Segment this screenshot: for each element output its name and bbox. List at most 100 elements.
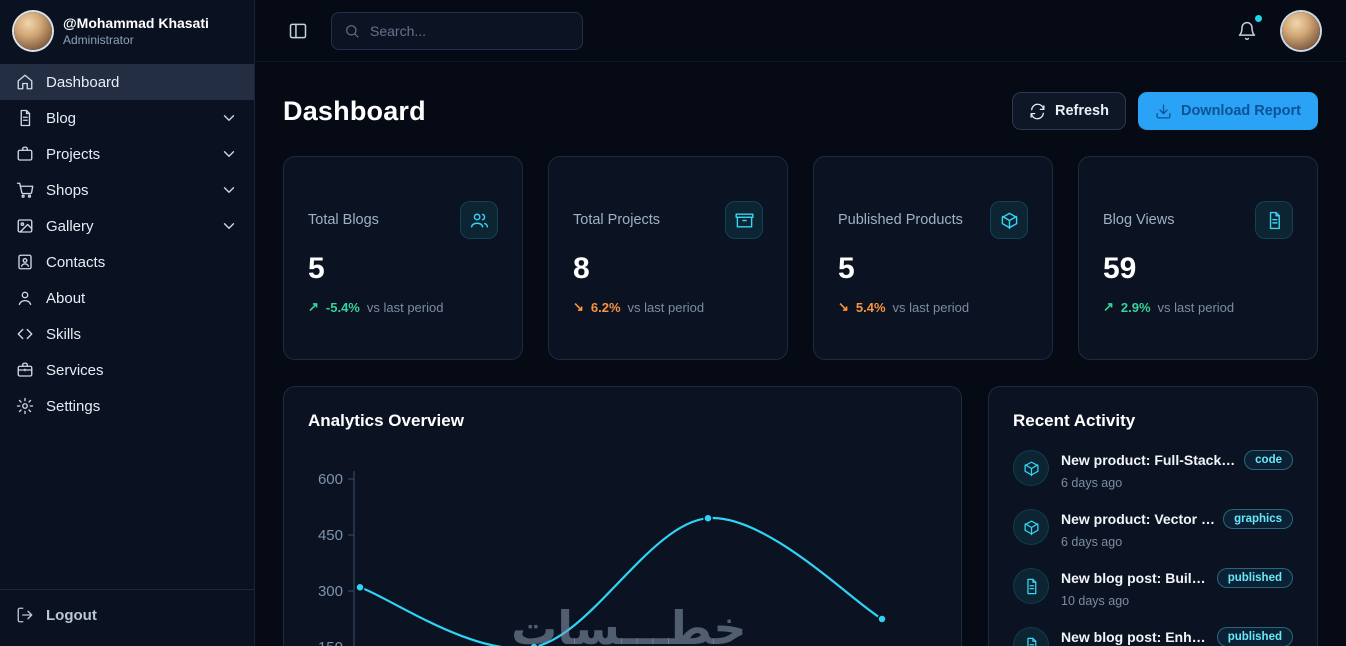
gallery-icon (16, 217, 34, 235)
logout-icon (16, 606, 34, 624)
stat-value: 8 (573, 252, 590, 285)
topbar-right (1230, 11, 1320, 50)
sidebar-item-label: Skills (46, 325, 82, 343)
trend-arrow-icon: ↗ (308, 299, 319, 314)
skills-icon (16, 325, 34, 343)
activity-list: New product: Full-Stack ... code 6 days ag… (1013, 450, 1293, 646)
trend-percent: 6.2% (590, 299, 621, 315)
sidebar-item-services[interactable]: Services (0, 352, 254, 388)
sidebar-item-label: About (46, 289, 86, 307)
refresh-button[interactable]: Refresh (1011, 92, 1126, 130)
notification-dot (1255, 14, 1262, 22)
stat-value: 5 (308, 252, 325, 285)
trend-suffix: vs last period (627, 299, 705, 315)
download-report-label: Download Report (1180, 103, 1301, 119)
activity-item[interactable]: New blog post: Buildi... published 10 days… (1013, 568, 1293, 608)
activity-timestamp: 6 days ago (1061, 476, 1123, 490)
activity-badge: graphics (1223, 509, 1293, 529)
search-input[interactable] (370, 22, 570, 39)
shops-icon (16, 181, 34, 199)
activity-item-title: New product: Full-Stack ... (1061, 452, 1237, 468)
y-axis-tick-label: 600 (318, 471, 343, 488)
projects-icon (16, 145, 34, 163)
activity-timestamp: 6 days ago (1061, 535, 1123, 549)
recent-activity-card: Recent Activity New product: Full-Stack … (988, 386, 1318, 646)
chart-area: 600450300150 خطـــسات (308, 459, 937, 646)
chevron-down-icon (220, 217, 238, 235)
y-axis-tick-label: 150 (318, 639, 343, 646)
stat-label: Total Blogs (308, 212, 379, 228)
sidebar-item-shops[interactable]: Shops (0, 172, 254, 208)
sidebar-item-label: Contacts (46, 253, 106, 271)
sidebar-item-label: Shops (46, 181, 89, 199)
stat-label: Blog Views (1103, 212, 1175, 228)
chart-point (877, 614, 887, 624)
header-avatar[interactable] (1282, 11, 1320, 50)
sidebar-toggle-button[interactable] (281, 14, 315, 48)
y-axis-tick-label: 450 (318, 527, 343, 544)
sidebar-item-about[interactable]: About (0, 280, 254, 316)
stat-value: 59 (1103, 252, 1137, 285)
stat-label: Total Projects (573, 212, 661, 228)
sidebar-item-dashboard[interactable]: Dashboard (0, 64, 254, 100)
notifications-button[interactable] (1230, 14, 1264, 48)
stat-label: Published Products (838, 212, 963, 228)
activity-item[interactable]: New blog post: Enha... published (1013, 627, 1293, 646)
sidebar-item-label: Dashboard (46, 73, 120, 91)
analytics-card: Analytics Overview 600450300150 خطـــسات (283, 386, 962, 646)
page-header: Dashboard Refresh Download Report (283, 92, 1318, 130)
trend-suffix: vs last period (1157, 299, 1235, 315)
page-content: Dashboard Refresh Download Report Total … (255, 62, 1346, 646)
user-avatar (14, 12, 52, 50)
bottom-panels: Analytics Overview 600450300150 خطـــسات… (283, 386, 1318, 646)
sidebar-item-label: Projects (46, 145, 101, 163)
file-icon (1013, 568, 1049, 604)
sidebar-item-projects[interactable]: Projects (0, 136, 254, 172)
stat-cards: Total Blogs 5 ↗ -5.4% vs last period Total Pr… (283, 156, 1318, 360)
download-icon (1155, 103, 1172, 120)
analytics-title: Analytics Overview (308, 411, 464, 430)
sidebar-item-skills[interactable]: Skills (0, 316, 254, 352)
trend-arrow-icon: ↗ (1103, 299, 1114, 314)
refresh-icon (1029, 103, 1046, 120)
chevron-down-icon (220, 109, 238, 127)
activity-item[interactable]: New product: Full-Stack ... code 6 days ag… (1013, 450, 1293, 490)
stat-card-total-blogs: Total Blogs 5 ↗ -5.4% vs last period (283, 156, 523, 360)
logout-button[interactable]: Logout (16, 606, 97, 624)
chevron-down-icon (220, 181, 238, 199)
about-icon (16, 289, 34, 307)
panel-toggle-icon (288, 21, 308, 41)
main-area: Dashboard Refresh Download Report Total … (255, 0, 1346, 646)
trend-percent: 5.4% (855, 299, 886, 315)
sidebar: @Mohammad Khasati Administrator Dashboar… (0, 0, 255, 646)
activity-item-title: New blog post: Enha... (1061, 629, 1209, 645)
stat-card-total-projects: Total Projects 8 ↘ 6.2% vs last period (548, 156, 788, 360)
sidebar-item-label: Settings (46, 397, 101, 415)
download-report-button[interactable]: Download Report (1137, 92, 1318, 130)
sidebar-user-card[interactable]: @Mohammad Khasati Administrator (0, 0, 254, 62)
activity-title: Recent Activity (1013, 411, 1136, 430)
activity-item-title: New product: Vector I... (1061, 511, 1216, 527)
search-box (331, 11, 583, 50)
file-icon (1255, 201, 1293, 239)
sidebar-item-label: Gallery (46, 217, 94, 235)
sidebar-item-contacts[interactable]: Contacts (0, 244, 254, 280)
sidebar-item-label: Blog (46, 109, 77, 127)
trend-percent: -5.4% (325, 299, 360, 315)
sidebar-item-gallery[interactable]: Gallery (0, 208, 254, 244)
sidebar-item-blog[interactable]: Blog (0, 100, 254, 136)
contacts-icon (16, 253, 34, 271)
cube-icon (990, 201, 1028, 239)
activity-item[interactable]: New product: Vector I... graphics 6 days a… (1013, 509, 1293, 549)
chart-point (355, 582, 365, 593)
settings-icon (16, 397, 34, 415)
bell-icon (1237, 21, 1257, 41)
stat-value: 5 (838, 252, 855, 285)
chart-line (358, 517, 884, 646)
user-role: Administrator (63, 33, 134, 47)
sidebar-item-settings[interactable]: Settings (0, 388, 254, 424)
activity-badge: code (1244, 450, 1293, 470)
home-icon (16, 73, 34, 91)
activity-badge: published (1216, 627, 1293, 646)
